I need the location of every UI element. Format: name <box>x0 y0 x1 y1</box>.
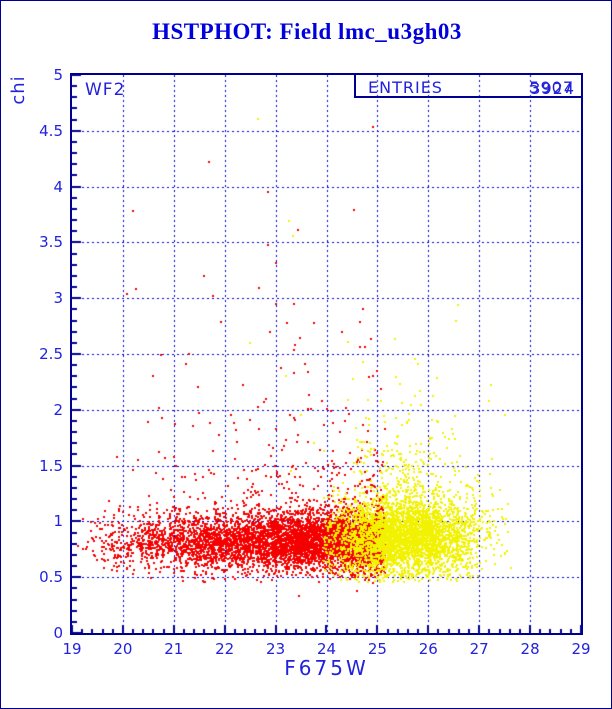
entries-count-yellow: 3924 <box>530 79 575 98</box>
x-tick-label: 27 <box>469 640 489 658</box>
y-tick-label: 4.5 <box>39 121 63 140</box>
y-tick-label: 1 <box>53 512 63 531</box>
x-tick-label: 21 <box>164 640 184 658</box>
page-title: HSTPHOT: Field lmc_u3gh03 <box>152 19 462 44</box>
x-tick-label: 29 <box>571 640 591 658</box>
x-tick-label: 19 <box>62 640 82 658</box>
y-tick-label: 3.5 <box>39 233 63 252</box>
x-tick-label: 25 <box>367 640 387 658</box>
scatter-points-canvas <box>72 75 581 633</box>
entries-count-red: 5907 <box>529 78 574 97</box>
y-tick-label: 5 <box>53 66 63 84</box>
x-axis-title: F675W <box>284 656 369 680</box>
entries-label: ENTRIES <box>368 78 443 97</box>
x-tick-label: 22 <box>215 640 235 658</box>
y-tick-label: 4 <box>53 177 63 196</box>
y-tick-label: 3 <box>53 289 63 308</box>
y-tick-label: 0.5 <box>39 568 63 587</box>
y-tick-label: 2.5 <box>39 345 63 363</box>
y-tick-label: 1.5 <box>39 456 63 475</box>
x-tick-label: 24 <box>316 640 337 658</box>
x-tick-label: 26 <box>418 640 438 658</box>
x-tick-label: 20 <box>113 640 133 658</box>
entries-legend-box: ENTRIES 5907 3924 <box>354 73 583 98</box>
x-tick-label: 28 <box>520 640 540 658</box>
x-tick-label: 23 <box>266 640 286 658</box>
y-tick-label: 2 <box>53 400 63 419</box>
plot-area: WF2 ENTRIES 5907 3924 <box>70 73 583 635</box>
y-tick-label: 0 <box>53 624 63 642</box>
chip-label: WF2 <box>85 80 126 100</box>
